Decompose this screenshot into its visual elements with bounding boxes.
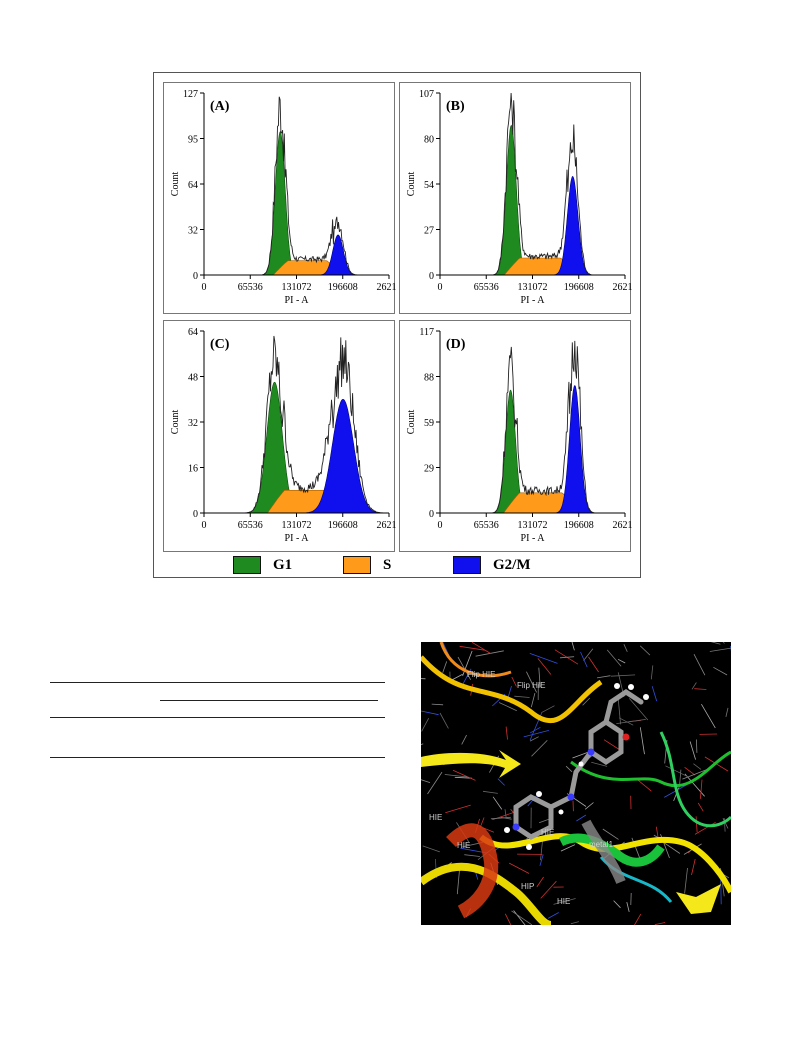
y-tick-label: 107 [419,89,434,100]
y-tick-label: 59 [424,418,434,429]
x-tick-label: 26214 [613,520,633,531]
y-tick-label: 0 [429,509,434,520]
raw-trace [485,340,596,514]
histogram-panel: 64 48 32 16 00 65536 131072 196608 26214 (C) PI - … [163,320,397,552]
table-header-rule [50,717,385,718]
x-tick-label: 0 [202,520,207,531]
y-tick-label: 127 [183,89,198,100]
docking-label-5: HIE [457,841,470,850]
x-tick-label: 196608 [328,520,358,531]
legend-label-g1: G1 [273,556,293,573]
y-tick-label: 95 [188,135,198,146]
histogram-svg: 127 95 64 32 00 65536 131072 196608 26214 (A) PI -… [170,89,397,306]
axis-lines [203,331,389,514]
table-top-rule [50,682,385,683]
legend-item-g2m: G2/M [453,555,531,575]
g1-area [260,131,296,276]
axis-lines [439,331,625,514]
histogram-svg: 117 88 59 29 00 65536 131072 196608 26214 (D) PI -… [406,327,633,544]
axis-lines [203,93,389,276]
g2m-area [305,399,381,514]
x-tick-label: 26214 [377,520,397,531]
g1-area [491,124,527,276]
y-tick-label: 0 [193,271,198,282]
y-tick-label: 16 [188,464,198,475]
x-tick-label: 131072 [282,282,312,293]
docking-label-6: metal1 [589,840,614,849]
legend-item-s: S [343,555,391,575]
x-tick-label: 26214 [613,282,633,293]
legend-item-g1: G1 [233,555,292,575]
docking-label-2: Flip HIE [517,681,545,690]
table-bottom-rule [50,757,385,758]
y-tick-label: 27 [424,226,434,237]
docking-label-1: Flip HIE [467,670,495,679]
docking-label-7: HIP [521,882,534,891]
legend-swatch-g1 [233,556,261,574]
panel-label: (D) [446,337,466,352]
y-axis-label: Count [406,172,417,197]
panel-label: (C) [210,337,230,352]
y-tick-label: 32 [188,226,198,237]
y-tick-label: 29 [424,464,434,475]
docking-image: Flip HIE Flip HIE HIE HIE HIE metal1 HIP… [421,642,731,925]
legend-label-g2m: G2/M [493,556,531,573]
raw-trace [235,335,385,514]
docking-label-3: HIE [429,813,442,822]
x-axis-label: PI - A [521,295,546,306]
x-tick-label: 131072 [518,520,548,531]
panel-label: (A) [210,99,230,114]
raw-trace [255,96,359,276]
docking-label-4: HIE [541,828,554,837]
x-axis-label: PI - A [285,295,310,306]
x-tick-label: 196608 [564,282,594,293]
legend-label-s: S [383,556,392,573]
x-tick-label: 0 [438,282,443,293]
y-tick-label: 88 [424,373,434,384]
legend-swatch-g2m [453,556,481,574]
docking-label-8: HIE [557,897,570,906]
y-tick-label: 32 [188,418,198,429]
y-tick-label: 64 [188,327,198,338]
legend-swatch-s [343,556,371,574]
histogram-panel: 117 88 59 29 00 65536 131072 196608 26214 (D) PI -… [399,320,633,552]
panel-label: (B) [446,99,465,114]
y-axis-label: Count [170,172,181,197]
y-axis-label: Count [170,410,181,435]
y-tick-label: 117 [419,327,434,338]
x-tick-label: 196608 [328,282,358,293]
x-tick-label: 196608 [564,520,594,531]
x-tick-label: 0 [438,520,443,531]
histogram-panel: 107 80 54 27 00 65536 131072 196608 26214 (B) PI -… [399,82,633,314]
raw-trace [486,92,594,276]
x-tick-label: 131072 [518,282,548,293]
x-axis-label: PI - A [521,533,546,544]
x-axis-label: PI - A [285,533,310,544]
x-tick-label: 65536 [474,282,499,293]
x-tick-label: 65536 [238,520,263,531]
y-axis-label: Count [406,410,417,435]
histogram-svg: 107 80 54 27 00 65536 131072 196608 26214 (B) PI -… [406,89,633,306]
y-tick-label: 48 [188,373,198,384]
x-tick-label: 65536 [238,282,263,293]
x-tick-label: 65536 [474,520,499,531]
table-group-rule [160,700,378,701]
y-tick-label: 64 [188,180,198,191]
y-tick-label: 54 [424,180,434,191]
y-tick-label: 80 [424,135,434,146]
x-tick-label: 0 [202,282,207,293]
histogram-svg: 64 48 32 16 00 65536 131072 196608 26214 (C) PI - … [170,327,397,544]
axis-lines [439,93,625,276]
y-tick-label: 0 [193,509,198,520]
histogram-panel: 127 95 64 32 00 65536 131072 196608 26214 (A) PI -… [163,82,397,314]
y-tick-label: 0 [429,271,434,282]
x-tick-label: 131072 [282,520,312,531]
x-tick-label: 26214 [377,282,397,293]
